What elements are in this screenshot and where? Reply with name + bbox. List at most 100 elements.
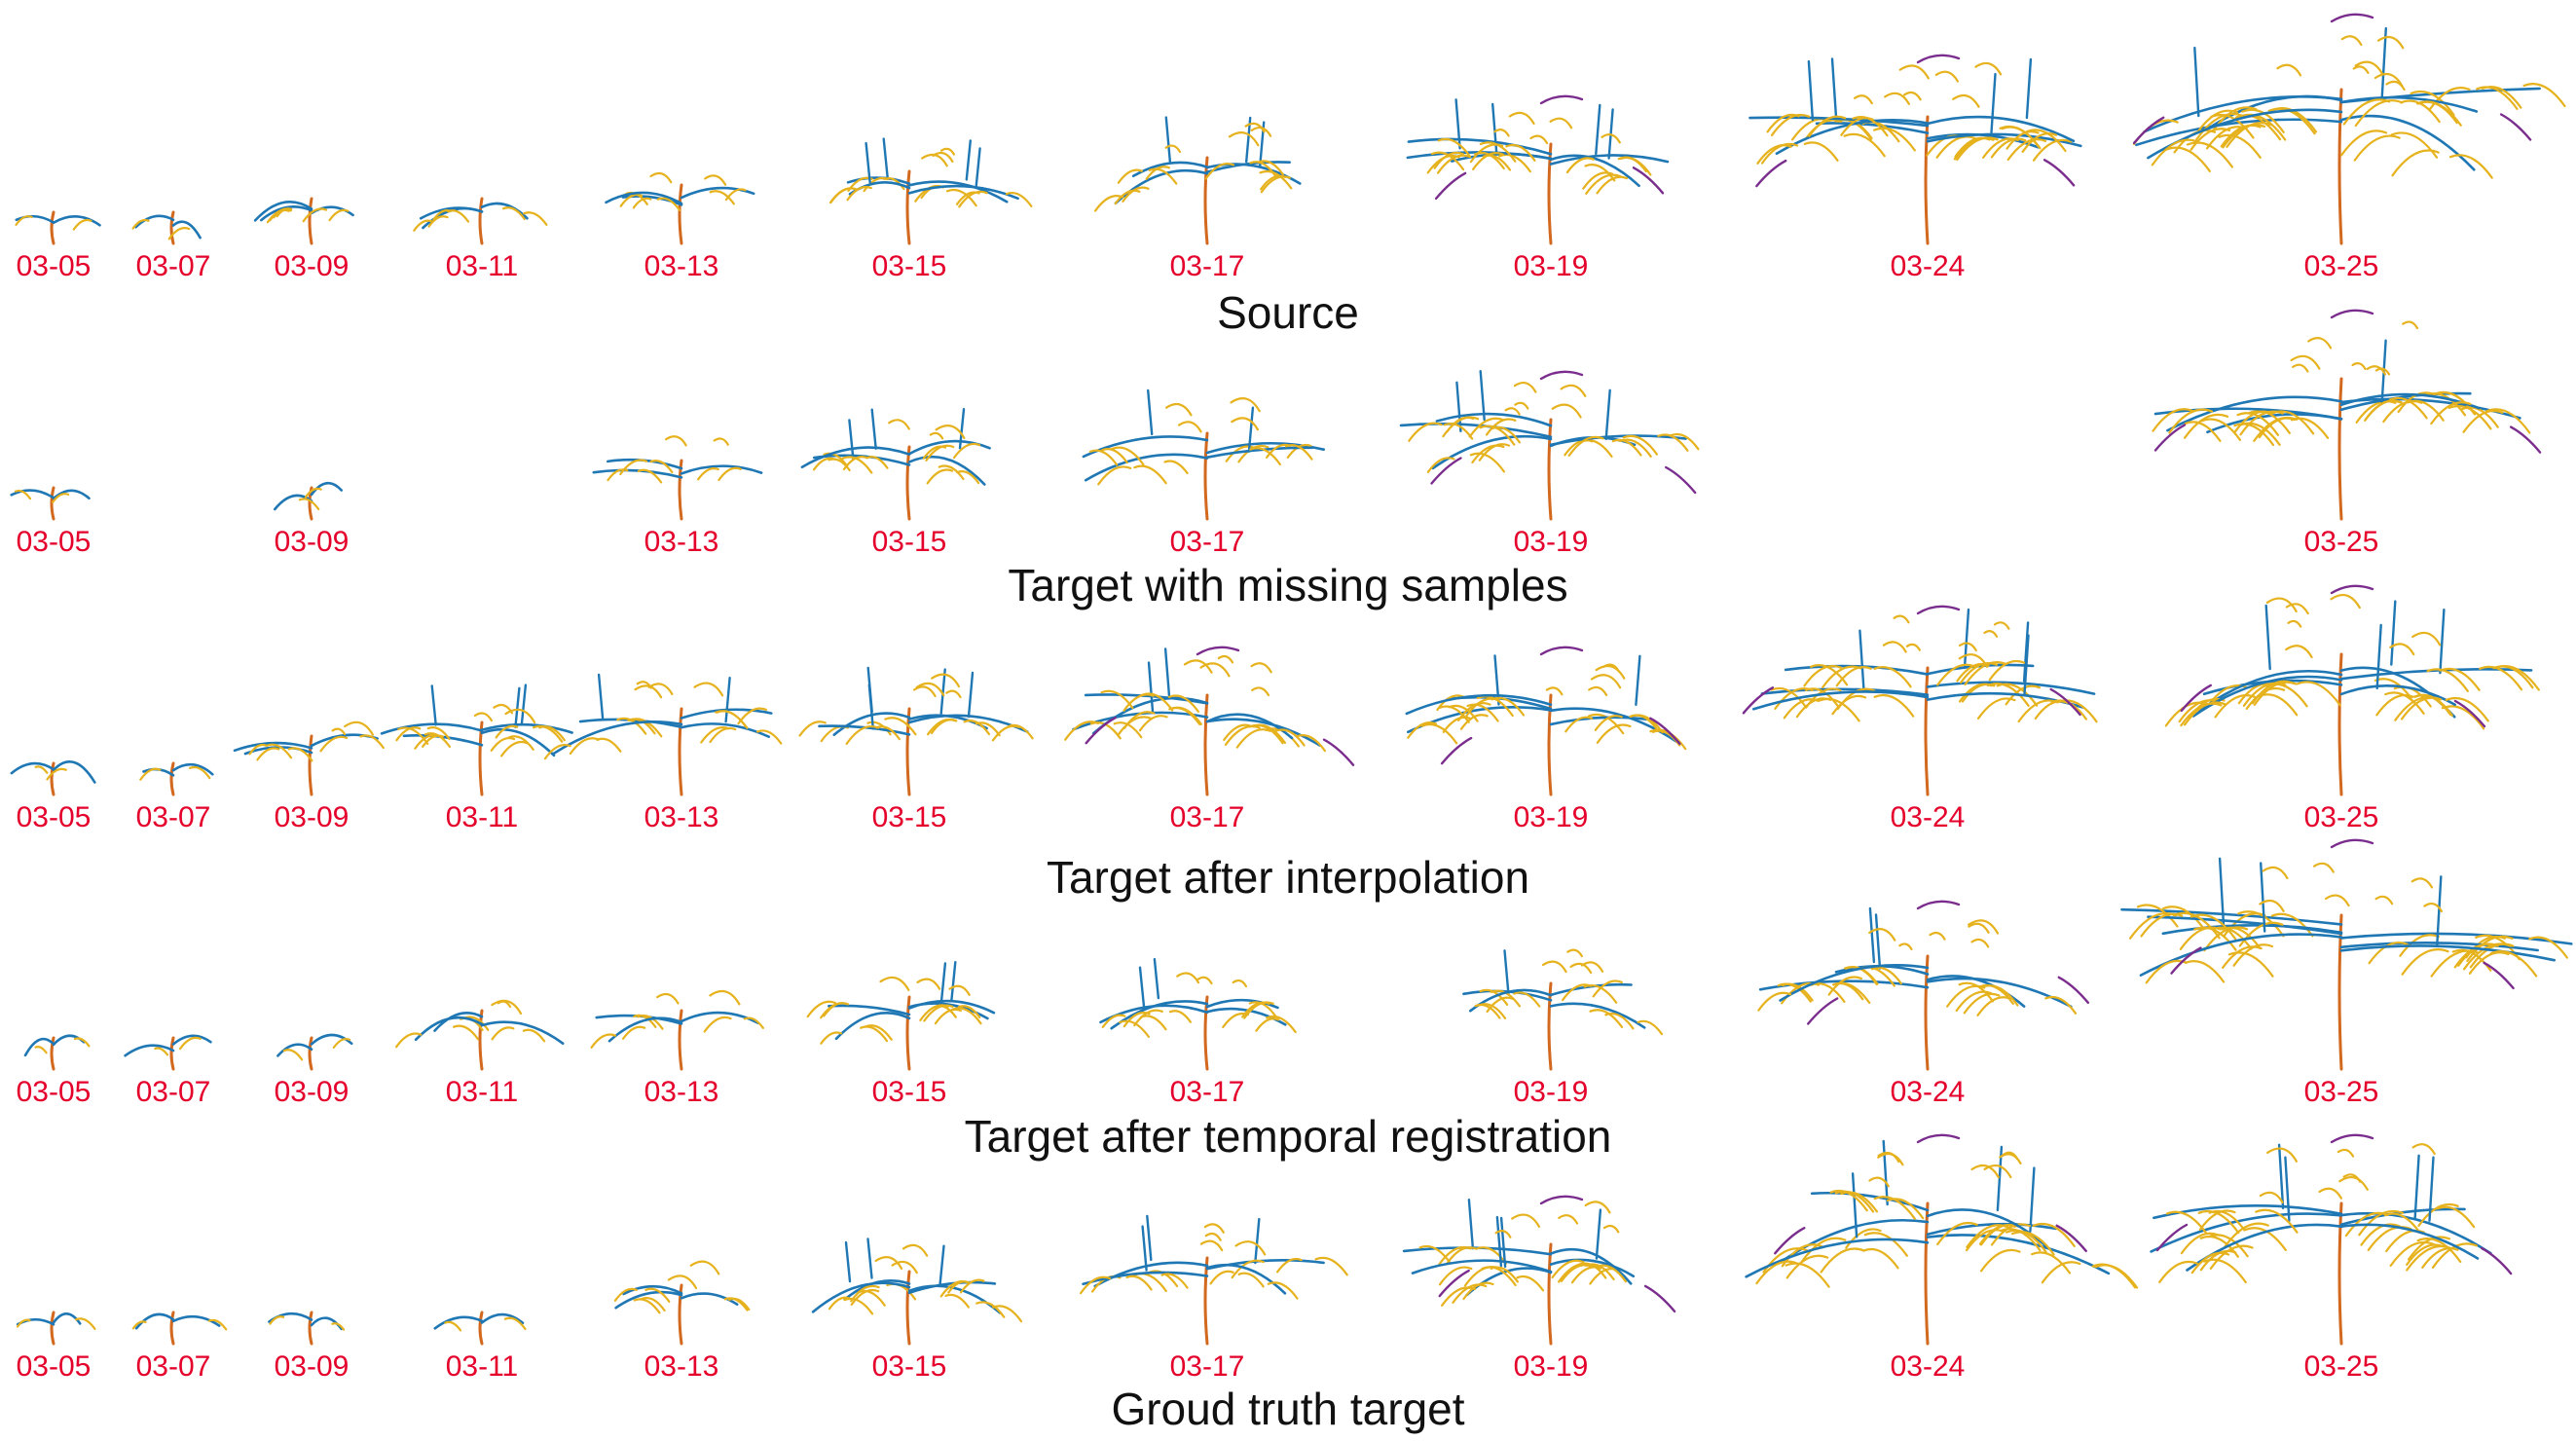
leaf-segment [865,456,889,469]
main-stem [308,1036,313,1071]
leaf-segment [2094,1264,2139,1289]
plant-skeleton: 03-15 [800,408,991,558]
primary-branch [2339,932,2573,945]
leaf-segment [718,466,742,482]
leaf-segment [2025,129,2067,153]
secondary-stem [1503,949,1510,996]
main-stem [478,1311,484,1346]
top-leaf [1983,1164,2012,1179]
leaf-segment [2390,131,2439,159]
leaf-segment [1873,1196,1916,1220]
tip-segment [1774,1227,1806,1255]
leaf-segment [2203,926,2249,952]
leaf-segment [543,743,571,760]
leaf-segment [619,459,647,476]
primary-branch [1549,1247,1633,1285]
leaf-segment [613,1287,638,1302]
plant-skeleton: 03-25 [2164,584,2540,833]
leaf-segment [188,765,211,780]
top-leaf [344,720,374,736]
plant-skeleton: 03-17 [1082,388,1325,558]
leaf-segment [1670,432,1700,451]
leaf-segment [154,1047,169,1056]
main-stem [1547,1242,1553,1346]
leaf-segment [1781,982,1814,1002]
leaf-segment [1592,979,1623,998]
leaf-segment [1122,693,1155,712]
leaf-segment [2406,1244,2452,1272]
leaf-segment [2168,408,2214,434]
top-leaf [1882,641,1907,653]
plant-skeleton: 03-09 [274,482,349,558]
leaf-segment [607,468,629,482]
top-leaf [1529,134,1549,145]
top-leaf [1903,91,1922,101]
leaf-segment [1117,716,1153,736]
secondary-stem [1141,1225,1148,1272]
plant-skeleton: 03-15 [798,666,1034,833]
leaf-segment [2417,1202,2459,1227]
top-leaf [1854,94,1873,105]
main-stem [1547,981,1553,1071]
top-leaf [874,1256,903,1270]
top-leaf [1494,1230,1512,1238]
top-leaf [1176,972,1200,984]
leaf-segment [1955,990,1993,1013]
top-leaf [2313,862,2335,873]
leaf-segment [1122,186,1150,203]
top-leaf [1958,642,1977,652]
date-label: 03-17 [1170,801,1245,833]
leaf-segment [266,743,293,759]
leaf-segment [319,735,349,753]
leaf-segment [1295,734,1326,753]
leaf-segment [1810,664,1849,686]
leaf-segment [397,726,429,745]
primary-branch [2339,1211,2492,1255]
leaf-segment [633,1298,661,1314]
primary-branch [1399,423,1553,439]
leaf-segment [1637,1019,1664,1036]
leaf-segment [923,1004,954,1022]
top-leaf [2290,354,2321,370]
leaf-segment [207,1318,228,1331]
leaf-segment [1114,189,1141,205]
date-label: 03-09 [275,801,350,833]
plant-skeleton: 03-05 [10,760,96,833]
top-leaf [649,171,673,184]
top-leaf [1884,92,1910,105]
primary-branch [2339,942,2539,952]
tip-segment [2509,425,2542,454]
leaf-segment [1259,169,1293,190]
date-label: 03-17 [1170,526,1245,558]
leaf-segment [1101,1014,1126,1028]
main-stem [1924,1201,1930,1346]
secondary-stem [2260,862,2266,933]
top-leaf [493,703,514,715]
top-leaf [2340,35,2363,47]
leaf-segment [75,1317,96,1330]
tip-segment [1539,1195,1584,1205]
top-leaf [2411,631,2442,647]
top-leaf [1968,919,2000,935]
leaf-segment [427,215,449,228]
top-leaf [1934,70,1959,83]
plant-skeleton: 03-11 [380,684,573,833]
leaf-segment [1097,465,1132,486]
primary-branch [52,760,96,784]
primary-branch [52,215,101,227]
top-leaf [1203,1223,1225,1234]
primary-branch [1926,132,2082,148]
date-label: 03-11 [446,1350,519,1383]
primary-branch [1411,1259,1553,1275]
primary-branch [2339,944,2556,962]
primary-branch [310,482,343,497]
main-stem [50,210,55,245]
secondary-stem [844,1240,852,1283]
date-label: 03-17 [1170,1076,1245,1108]
plant-skeleton: 03-24 [1748,54,2082,282]
leaf-segment [1260,175,1291,194]
leaf-segment [633,1014,657,1028]
leaf-segment [1122,711,1156,729]
leaf-segment [1442,716,1472,733]
tip-segment [1438,1269,1470,1298]
